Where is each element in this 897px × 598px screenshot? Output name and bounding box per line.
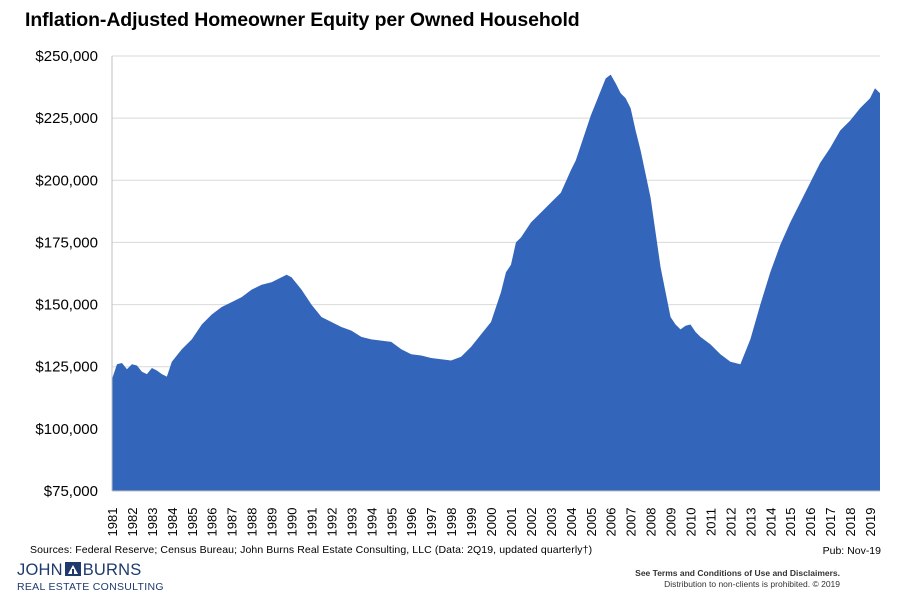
x-tick-label: 1992 [324,508,339,537]
x-tick-label: 1995 [384,508,399,537]
y-tick-label: $100,000 [35,421,98,438]
chart-plot: $75,000 $100,000 $125,000 $150,000 $175,000 $… [35,48,880,537]
x-tick-label: 2012 [723,508,738,537]
x-tick-label: 1993 [344,508,359,537]
y-tick-label: $150,000 [35,297,98,314]
company-logo: JOHN BURNS REAL ESTATE CONSULTING [17,561,167,595]
x-tick-label: 2007 [624,508,639,537]
x-tick-label: 2003 [544,508,559,537]
x-tick-label: 1982 [125,508,140,537]
x-tick-label: 1989 [265,508,280,537]
y-tick-labels: $75,000 $100,000 $125,000 $150,000 $175,000 $… [35,48,98,500]
x-tick-label: 1990 [285,508,300,537]
logo-word-left: JOHN [17,561,63,579]
terms-link[interactable]: See Terms and Conditions of Use and Disc… [635,568,840,578]
x-tick-label: 2008 [644,508,659,537]
x-tick-label: 1994 [364,508,379,537]
x-tick-label: 2016 [803,508,818,537]
terms-notice: See Terms and Conditions of Use and Disc… [580,568,840,590]
x-tick-label: 2004 [564,508,579,537]
y-tick-label: $75,000 [44,483,98,500]
sources-note: Sources: Federal Reserve; Census Bureau;… [30,544,593,556]
x-tick-label: 2002 [524,508,539,537]
x-tick-label: 2006 [604,508,619,537]
y-tick-label: $125,000 [35,359,98,376]
series-area [112,74,880,491]
y-tick-label: $250,000 [35,48,98,65]
x-tick-label: 2015 [783,508,798,537]
x-tick-label: 2005 [584,508,599,537]
x-tick-label: 2013 [743,508,758,537]
y-tick-label: $200,000 [35,172,98,189]
x-tick-label: 2018 [843,508,858,537]
x-tick-label: 1991 [305,508,320,537]
x-tick-label: 2009 [664,508,679,537]
axes [111,56,880,492]
logo-tagline: REAL ESTATE CONSULTING [17,581,164,593]
chart-title: Inflation-Adjusted Homeowner Equity per … [25,9,580,31]
x-tick-label: 1984 [165,508,180,537]
x-tick-label: 1986 [205,508,220,537]
publication-date: Pub: Nov-19 [822,545,881,557]
x-tick-labels: 1981 1982 1983 1984 1985 1986 1987 1988 1989 1990… [105,508,878,537]
x-tick-label: 1983 [145,508,160,537]
equity-area [112,74,880,491]
logo-word-right: BURNS [82,561,142,579]
x-tick-label: 2014 [763,508,778,537]
logo-wordmark: JOHN BURNS [17,561,141,580]
x-tick-label: 2001 [504,508,519,537]
x-tick-label: 1996 [404,508,419,537]
x-tick-label: 1988 [245,508,260,537]
y-tick-label: $175,000 [35,234,98,251]
logo-mark-icon [64,562,81,576]
x-tick-label: 2000 [484,508,499,537]
x-tick-label: 1985 [185,508,200,537]
x-tick-label: 2019 [863,508,878,537]
distribution-notice: Distribution to non-clients is prohibite… [664,579,840,589]
x-tick-label: 2011 [703,508,718,536]
x-tick-label: 1999 [464,508,479,537]
x-tick-label: 1987 [225,508,240,537]
x-tick-label: 2010 [684,508,699,537]
x-tick-label: 1998 [444,508,459,537]
x-tick-label: 2017 [823,508,838,537]
x-tick-label: 1997 [424,508,439,537]
x-tick-label: 1981 [105,508,120,537]
y-tick-label: $225,000 [35,110,98,127]
